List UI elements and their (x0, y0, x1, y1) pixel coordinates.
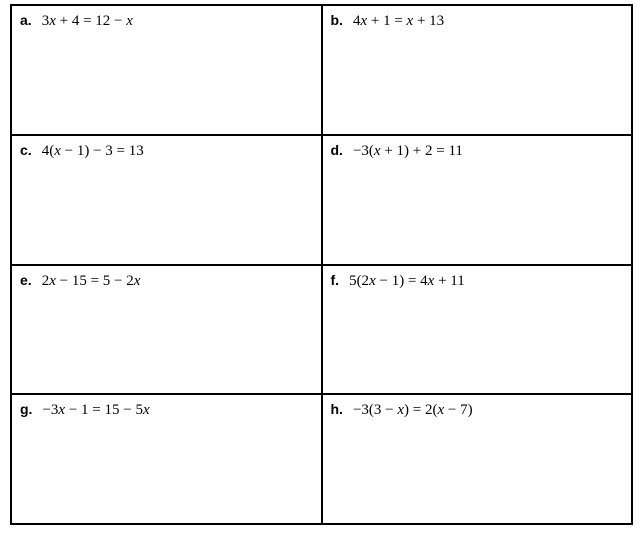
cell-equation: 3x + 4 = 12 − x (42, 13, 133, 29)
cell-label: c. (20, 142, 32, 158)
cell-label: f. (331, 272, 340, 288)
cell-equation: 5(2x − 1) = 4x + 11 (349, 273, 465, 289)
problem-grid: a. 3x + 4 = 12 − x b. 4x + 1 = x + 13 c.… (10, 4, 633, 525)
cell-label: h. (331, 401, 343, 417)
cell-label: e. (20, 272, 32, 288)
cell-equation: 2x − 15 = 5 − 2x (42, 273, 141, 289)
cell-equation: −3(x + 1) + 2 = 11 (353, 143, 463, 159)
cell-label: g. (20, 401, 32, 417)
cell-d: d. −3(x + 1) + 2 = 11 (322, 135, 633, 265)
cell-equation: 4x + 1 = x + 13 (353, 13, 444, 29)
cell-label: b. (331, 12, 343, 28)
worksheet-page: a. 3x + 4 = 12 − x b. 4x + 1 = x + 13 c.… (0, 0, 643, 533)
cell-h: h. −3(3 − x) = 2(x − 7) (322, 394, 633, 524)
cell-b: b. 4x + 1 = x + 13 (322, 5, 633, 135)
cell-label: a. (20, 12, 32, 28)
cell-equation: 4(x − 1) − 3 = 13 (42, 143, 144, 159)
cell-equation: −3x − 1 = 15 − 5x (42, 402, 149, 418)
cell-label: d. (331, 142, 343, 158)
cell-g: g. −3x − 1 = 15 − 5x (11, 394, 322, 524)
cell-equation: −3(3 − x) = 2(x − 7) (353, 402, 473, 418)
cell-a: a. 3x + 4 = 12 − x (11, 5, 322, 135)
cell-e: e. 2x − 15 = 5 − 2x (11, 265, 322, 395)
cell-c: c. 4(x − 1) − 3 = 13 (11, 135, 322, 265)
cell-f: f. 5(2x − 1) = 4x + 11 (322, 265, 633, 395)
